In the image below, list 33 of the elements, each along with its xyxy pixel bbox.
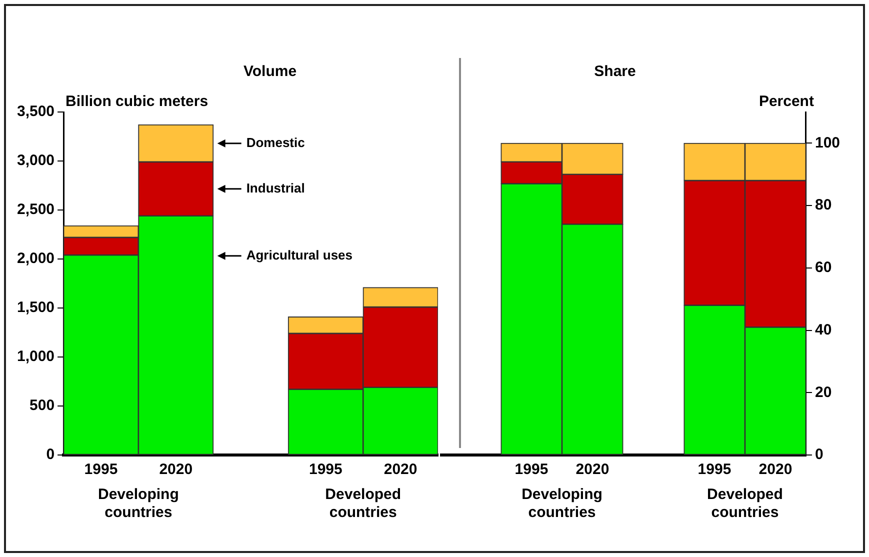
y-axis-title: Percent [758,93,814,110]
y-tick-label: 0 [814,446,824,464]
chart-title: Share [594,63,636,80]
x-tick-label: 1995 [84,461,118,478]
y-tick-label: 80 [814,196,832,214]
text: Agricultural uses [246,247,353,262]
x-tick-label: 2020 [576,461,610,478]
y-tick-label: 500 [30,397,55,414]
text: Domestic [246,134,305,150]
x-tick-label: 2020 [159,461,193,478]
x-tick-label: 1995 [698,461,732,478]
y-tick-label: 20 [814,384,832,401]
x-tick-label: 1995 [308,461,342,478]
text: Industrial [246,180,305,196]
text: Developed countries [325,486,402,522]
y-tick-label: 2,000 [16,250,55,268]
y-tick-label: 40 [814,321,832,338]
text: Developed countries [707,486,783,522]
x-tick-label: 1995 [514,461,548,478]
y-axis-title: Billion cubic meters [66,93,208,110]
x-tick-label: 2020 [758,461,792,478]
text: Developing countries [98,486,179,522]
y-tick-label: 100 [814,134,840,152]
y-tick-label: 0 [46,446,55,464]
text: Developing countries [522,486,602,522]
y-tick-label: 1,500 [16,299,55,316]
chart-title: Volume [243,63,297,80]
y-tick-label: 2,500 [16,201,55,218]
y-tick-label: 60 [814,259,832,276]
y-tick-label: 1,000 [16,348,55,366]
y-tick-label: 3,000 [16,152,55,170]
x-tick-label: 2020 [384,461,418,478]
y-tick-label: 3,500 [16,103,55,120]
